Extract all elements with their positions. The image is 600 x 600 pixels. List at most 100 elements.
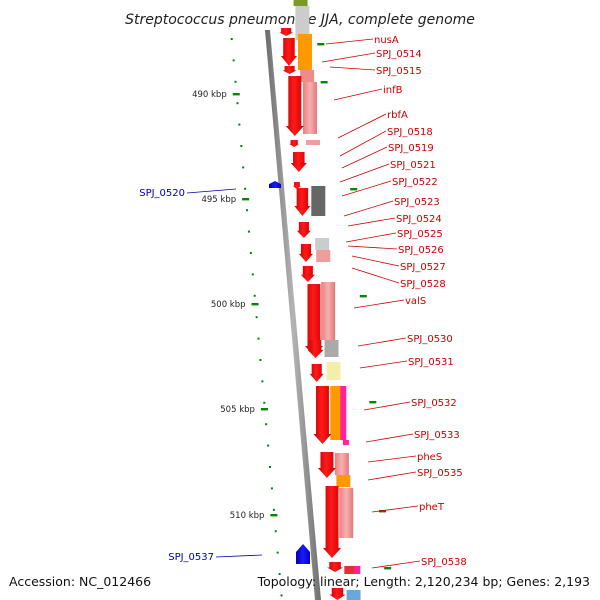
forward-gene-label: SPJ_0524 bbox=[396, 214, 442, 225]
major-tick bbox=[260, 408, 268, 411]
label-leader-line bbox=[371, 560, 421, 569]
major-tick bbox=[317, 43, 325, 46]
label-leader-line bbox=[371, 505, 419, 513]
minor-tick bbox=[261, 380, 264, 383]
forward-gene-label: pheS bbox=[417, 452, 442, 463]
minor-tick bbox=[236, 102, 239, 105]
major-tick bbox=[232, 93, 240, 96]
scale-tick-label: 500 kbp bbox=[211, 300, 246, 310]
forward-gene-label: nusA bbox=[374, 35, 399, 46]
genome-backbone bbox=[265, 30, 321, 600]
label-leader-line bbox=[357, 337, 407, 347]
category-bar bbox=[354, 566, 361, 574]
minor-tick bbox=[232, 59, 235, 62]
label-leader-line bbox=[347, 217, 396, 227]
genome-summary-text: Topology: linear; Length: 2,120,234 bp; … bbox=[257, 574, 590, 589]
forward-gene-label: SPJ_0522 bbox=[392, 177, 438, 188]
minor-tick bbox=[257, 337, 260, 340]
scale-tick-label: 510 kbp bbox=[230, 511, 265, 521]
minor-tick bbox=[274, 530, 277, 533]
major-tick bbox=[242, 198, 250, 201]
minor-tick bbox=[276, 551, 279, 554]
category-bar bbox=[334, 453, 349, 475]
minor-tick bbox=[244, 187, 247, 190]
forward-gene-label: SPJ_0525 bbox=[397, 229, 443, 240]
forward-gene-arrow bbox=[292, 182, 301, 189]
minor-tick bbox=[247, 230, 250, 233]
forward-gene-arrow bbox=[279, 28, 294, 36]
forward-gene-label: valS bbox=[405, 296, 426, 307]
label-leader-line bbox=[337, 113, 387, 139]
category-bar bbox=[344, 566, 359, 574]
major-tick bbox=[359, 295, 367, 298]
category-bar bbox=[295, 6, 310, 40]
scale-tick-label: 505 kbp bbox=[220, 405, 255, 415]
forward-gene-arrow bbox=[313, 386, 332, 444]
label-leader-line bbox=[343, 200, 394, 217]
forward-gene-arrow bbox=[307, 340, 324, 358]
minor-tick bbox=[278, 573, 281, 575]
minor-tick bbox=[272, 508, 275, 511]
minor-tick bbox=[238, 123, 241, 126]
forward-gene-arrow bbox=[296, 222, 311, 238]
minor-tick bbox=[267, 444, 270, 447]
label-leader-line bbox=[347, 245, 398, 250]
forward-gene-arrow bbox=[289, 140, 300, 147]
forward-gene-arrow bbox=[309, 364, 324, 382]
category-bar bbox=[293, 0, 308, 6]
reverse-gene-arrow bbox=[269, 181, 281, 188]
forward-gene-arrow bbox=[327, 562, 344, 572]
forward-gene-label: SPJ_0518 bbox=[387, 127, 433, 138]
label-leader-line bbox=[367, 455, 417, 463]
label-leader-line bbox=[365, 433, 414, 443]
minor-tick bbox=[234, 80, 237, 83]
forward-gene-arrow bbox=[304, 284, 323, 356]
label-leader-line bbox=[339, 163, 390, 183]
gene-features bbox=[269, 28, 346, 600]
minor-tick bbox=[270, 487, 273, 490]
major-tick bbox=[369, 401, 377, 404]
forward-gene-label: SPJ_0530 bbox=[407, 334, 453, 345]
forward-gene-arrow bbox=[317, 452, 336, 478]
label-leader-line bbox=[359, 360, 408, 369]
category-bar bbox=[326, 362, 341, 380]
category-bar bbox=[302, 82, 317, 134]
forward-gene-label: infB bbox=[383, 85, 403, 96]
forward-gene-arrow bbox=[298, 244, 313, 262]
minor-tick bbox=[263, 401, 266, 404]
category-bar bbox=[342, 440, 349, 445]
minor-tick bbox=[280, 594, 283, 597]
forward-gene-arrow bbox=[294, 188, 311, 216]
forward-gene-label: SPJ_0515 bbox=[376, 66, 422, 77]
minor-tick bbox=[253, 294, 256, 297]
forward-gene-label: pheT bbox=[419, 502, 445, 513]
scale-ticks: 490 kbp 495 kbp 500 kbp 505 kbp 510 kbp bbox=[192, 38, 392, 597]
label-leader-line bbox=[339, 130, 387, 157]
scale-tick-label: 495 kbp bbox=[201, 195, 236, 205]
forward-gene-label: SPJ_0527 bbox=[400, 262, 446, 273]
minor-tick bbox=[240, 145, 243, 147]
label-leader-line bbox=[186, 188, 237, 194]
major-tick bbox=[384, 567, 392, 570]
category-bar bbox=[336, 475, 351, 487]
cog-category-bars bbox=[293, 0, 361, 600]
label-leader-line bbox=[215, 554, 263, 558]
minor-tick bbox=[246, 209, 249, 212]
label-leader-line bbox=[333, 88, 383, 101]
forward-gene-label: SPJ_0519 bbox=[388, 143, 434, 154]
forward-gene-arrow bbox=[323, 486, 342, 558]
gene-labels: nusA SPJ_0514 SPJ_0515 infB rbfA SPJ_0518 SPJ_… bbox=[139, 35, 467, 569]
reverse-gene-label: SPJ_0537 bbox=[168, 552, 214, 563]
forward-gene-arrow bbox=[282, 66, 297, 74]
minor-tick bbox=[255, 316, 258, 319]
accession-text: Accession: NC_012466 bbox=[9, 574, 152, 589]
major-tick bbox=[270, 514, 278, 517]
category-bar bbox=[316, 250, 331, 262]
forward-gene-label: SPJ_0533 bbox=[414, 430, 460, 441]
forward-gene-arrow bbox=[290, 152, 307, 172]
forward-gene-arrow bbox=[329, 588, 346, 600]
forward-gene-label: rbfA bbox=[387, 110, 408, 121]
label-leader-line bbox=[325, 38, 374, 45]
